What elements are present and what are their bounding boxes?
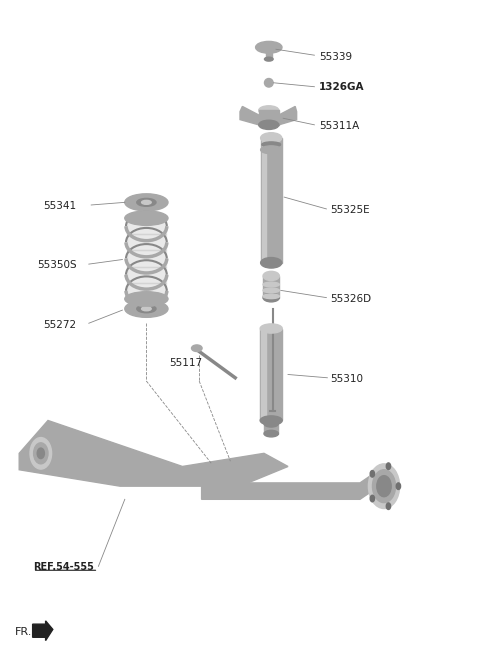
- Text: 55117: 55117: [169, 357, 202, 368]
- Ellipse shape: [264, 57, 273, 61]
- Ellipse shape: [260, 416, 282, 425]
- Ellipse shape: [263, 288, 279, 293]
- Polygon shape: [279, 106, 297, 125]
- Ellipse shape: [125, 194, 168, 211]
- Ellipse shape: [30, 438, 52, 469]
- Bar: [262, 138, 266, 263]
- Bar: [263, 276, 279, 298]
- Ellipse shape: [125, 211, 168, 225]
- Bar: [261, 138, 282, 263]
- Ellipse shape: [34, 443, 48, 464]
- Bar: [261, 328, 266, 420]
- Ellipse shape: [137, 198, 156, 206]
- Ellipse shape: [264, 79, 273, 87]
- Text: 55326D: 55326D: [330, 294, 372, 304]
- Text: FR.: FR.: [14, 627, 32, 637]
- Bar: [264, 424, 278, 434]
- Ellipse shape: [370, 495, 374, 502]
- Ellipse shape: [260, 324, 282, 333]
- Ellipse shape: [263, 293, 279, 302]
- Ellipse shape: [396, 483, 401, 489]
- Ellipse shape: [261, 258, 282, 268]
- Ellipse shape: [259, 106, 279, 115]
- Ellipse shape: [37, 448, 45, 459]
- Text: 55350S: 55350S: [37, 260, 77, 271]
- Ellipse shape: [125, 300, 168, 317]
- Ellipse shape: [142, 307, 151, 311]
- Polygon shape: [240, 106, 259, 125]
- Text: 55339: 55339: [319, 51, 352, 62]
- Ellipse shape: [386, 503, 391, 509]
- Ellipse shape: [263, 283, 279, 287]
- Ellipse shape: [262, 142, 280, 147]
- Ellipse shape: [369, 464, 399, 509]
- Polygon shape: [19, 420, 288, 486]
- Text: 55310: 55310: [330, 374, 363, 384]
- Bar: [127, 267, 166, 283]
- Bar: [127, 235, 166, 250]
- Text: 1326GA: 1326GA: [319, 82, 365, 93]
- Bar: [127, 218, 166, 235]
- Polygon shape: [33, 621, 53, 641]
- Ellipse shape: [264, 430, 278, 437]
- Bar: [127, 283, 166, 299]
- Ellipse shape: [259, 120, 279, 129]
- Ellipse shape: [372, 470, 396, 503]
- Bar: [260, 328, 282, 420]
- Ellipse shape: [264, 420, 278, 427]
- Ellipse shape: [125, 292, 168, 306]
- Ellipse shape: [370, 470, 374, 477]
- Text: REF.54-555: REF.54-555: [34, 562, 95, 572]
- Ellipse shape: [263, 294, 279, 299]
- Ellipse shape: [256, 41, 282, 53]
- Bar: [259, 110, 279, 125]
- Ellipse shape: [386, 463, 391, 470]
- Text: 55341: 55341: [43, 201, 76, 212]
- Text: 55311A: 55311A: [319, 121, 360, 131]
- Ellipse shape: [137, 305, 156, 313]
- Ellipse shape: [192, 345, 202, 351]
- Ellipse shape: [377, 476, 391, 497]
- Ellipse shape: [261, 133, 282, 143]
- Text: 55325E: 55325E: [330, 205, 370, 215]
- Bar: [127, 250, 166, 267]
- Text: 55272: 55272: [43, 320, 76, 330]
- Ellipse shape: [263, 271, 279, 281]
- Bar: [266, 51, 272, 59]
- Polygon shape: [202, 473, 374, 499]
- Ellipse shape: [261, 146, 282, 154]
- Ellipse shape: [142, 200, 151, 204]
